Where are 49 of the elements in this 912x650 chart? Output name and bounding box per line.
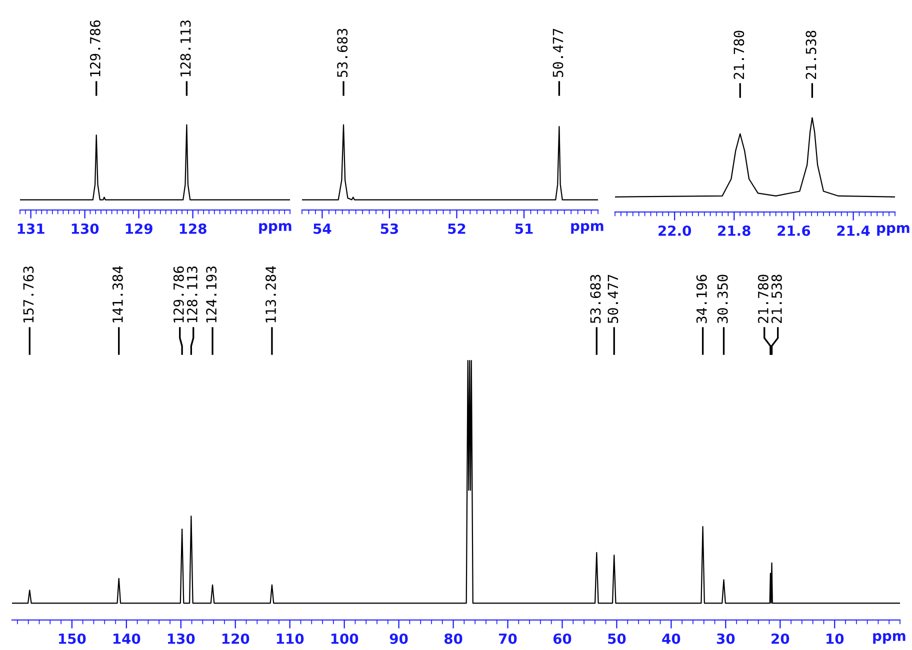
annotation: 113.284 bbox=[266, 266, 276, 322]
x-tick-label: 129 bbox=[126, 223, 152, 234]
annotation: 141.384 bbox=[112, 266, 123, 322]
x-tick-label: 128 bbox=[180, 223, 206, 234]
x-tick-label: 130 bbox=[168, 633, 195, 644]
x-tick-label: 100 bbox=[331, 633, 358, 644]
annotation: 53.683 bbox=[590, 274, 601, 324]
x-tick-label: 110 bbox=[276, 633, 304, 644]
annotation: 30.350 bbox=[717, 274, 728, 324]
x-tick-label: 50 bbox=[608, 633, 626, 644]
annotation: 129.786 bbox=[90, 20, 100, 76]
x-axis-title: ppm bbox=[259, 223, 292, 234]
x-tick-label: 40 bbox=[662, 633, 680, 644]
x-tick-label: 131 bbox=[18, 223, 44, 234]
annotation: 157.763 bbox=[23, 266, 34, 322]
annotation: 50.477 bbox=[608, 274, 618, 324]
x-tick-label: 21.6 bbox=[778, 225, 810, 236]
x-tick-label: 30 bbox=[716, 633, 735, 644]
x-tick-label: 140 bbox=[113, 633, 140, 644]
x-tick-label: 21.8 bbox=[718, 225, 750, 236]
x-tick-label: 150 bbox=[59, 633, 86, 644]
annotation: 34.196 bbox=[696, 274, 707, 324]
annotation: 21.538 bbox=[806, 30, 816, 79]
annotation: 21.538 bbox=[771, 274, 782, 323]
annotation: 21.780 bbox=[734, 30, 744, 79]
annotation: 128.113 bbox=[180, 20, 191, 76]
x-tick-label: 10 bbox=[826, 633, 844, 644]
x-tick-label: 22.0 bbox=[658, 225, 692, 236]
annotation: 53.683 bbox=[337, 28, 348, 78]
x-axis-title: ppm bbox=[877, 225, 910, 236]
x-tick-label: 120 bbox=[222, 633, 250, 644]
annotation: 21.780 bbox=[758, 274, 768, 323]
x-tick-label: 90 bbox=[390, 633, 408, 644]
x-tick-label: 80 bbox=[444, 633, 462, 644]
x-tick-label: 60 bbox=[553, 633, 572, 644]
x-tick-label: 53 bbox=[380, 223, 398, 234]
x-tick-label: 51 bbox=[515, 224, 533, 234]
annotation: 50.477 bbox=[552, 28, 564, 78]
x-tick-label: 130 bbox=[72, 223, 99, 234]
annotation: 124.193 bbox=[206, 266, 217, 322]
x-axis-title: ppm bbox=[571, 223, 604, 234]
x-tick-label: 21.4 bbox=[837, 225, 870, 236]
x-axis-title: ppm bbox=[873, 633, 906, 644]
x-tick-label: 20 bbox=[772, 633, 790, 644]
annotation: 129.786 bbox=[173, 266, 184, 322]
x-tick-label: 54 bbox=[314, 224, 332, 234]
x-tick-label: 70 bbox=[499, 633, 517, 644]
x-tick-label: 52 bbox=[448, 223, 466, 234]
annotation: 128.113 bbox=[186, 266, 198, 322]
